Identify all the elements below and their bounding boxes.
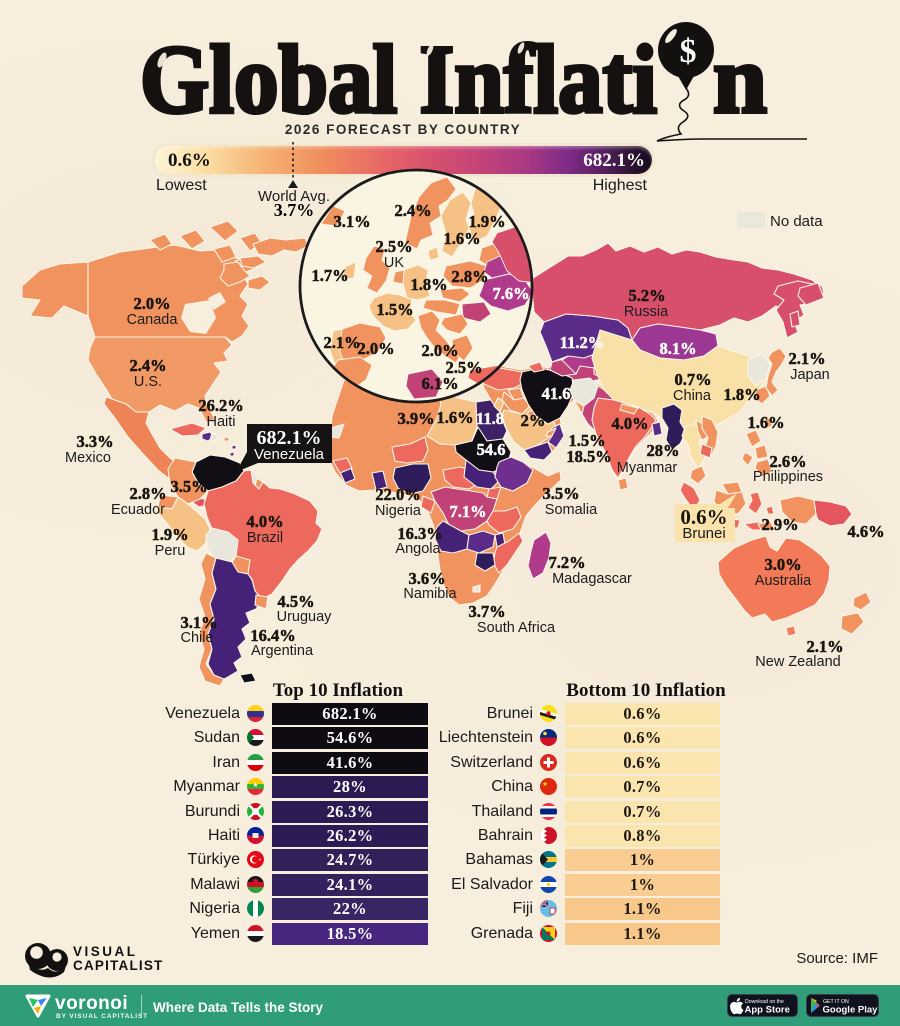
svg-text:2.9%: 2.9%	[761, 515, 798, 534]
svg-text:Google Play: Google Play	[823, 1005, 879, 1016]
svg-text:3.3%: 3.3%	[76, 432, 113, 451]
svg-text:16.4%: 16.4%	[250, 626, 295, 645]
svg-text:No data: No data	[770, 213, 823, 230]
svg-text:UK: UK	[384, 255, 404, 271]
svg-text:2%: 2%	[521, 411, 546, 430]
svg-text:$: $	[680, 33, 697, 70]
svg-text:2.4%: 2.4%	[129, 356, 166, 375]
svg-text:2.6%: 2.6%	[769, 452, 806, 471]
svg-text:1.6%: 1.6%	[443, 229, 480, 248]
svg-text:2.1%: 2.1%	[806, 637, 843, 656]
svg-text:1.6%: 1.6%	[747, 413, 784, 432]
svg-text:Mexico: Mexico	[65, 450, 111, 466]
svg-text:4.0%: 4.0%	[611, 414, 648, 433]
svg-text:2.1%: 2.1%	[323, 333, 360, 352]
svg-text:1.5%: 1.5%	[376, 300, 413, 319]
svg-text:7.1%: 7.1%	[449, 502, 486, 521]
svg-text:New Zealand: New Zealand	[755, 654, 840, 670]
svg-text:682.1%: 682.1%	[257, 427, 322, 449]
svg-text:3.1%: 3.1%	[333, 212, 370, 231]
svg-text:Global Inflati: Global Inflati	[140, 26, 657, 133]
svg-text:Angola: Angola	[395, 541, 441, 557]
svg-text:3.9%: 3.9%	[397, 409, 434, 428]
svg-text:1.5%: 1.5%	[568, 431, 605, 450]
svg-text:Brazil: Brazil	[247, 530, 283, 546]
svg-text:Peru: Peru	[155, 543, 186, 559]
svg-text:4.0%: 4.0%	[246, 512, 283, 531]
svg-text:Australia: Australia	[755, 573, 812, 589]
svg-text:2.5%: 2.5%	[375, 237, 412, 256]
svg-text:16.3%: 16.3%	[397, 524, 442, 543]
svg-text:22.0%: 22.0%	[375, 485, 420, 504]
svg-text:7.2%: 7.2%	[548, 553, 585, 572]
svg-text:Madagascar: Madagascar	[552, 571, 632, 587]
svg-text:41.6: 41.6	[542, 384, 571, 403]
svg-text:2.1%: 2.1%	[788, 349, 825, 368]
svg-text:GET IT ON: GET IT ON	[823, 999, 849, 1005]
svg-text:54.6: 54.6	[477, 440, 506, 459]
svg-text:1.6%: 1.6%	[436, 408, 473, 427]
svg-text:n: n	[713, 26, 767, 133]
svg-text:4.5%: 4.5%	[277, 592, 314, 611]
svg-text:South Africa: South Africa	[477, 620, 556, 636]
svg-text:Russia: Russia	[624, 304, 669, 320]
svg-text:Brunei: Brunei	[682, 525, 725, 542]
svg-text:8.1%: 8.1%	[659, 339, 696, 358]
svg-text:3.5%: 3.5%	[170, 477, 207, 496]
svg-text:1.9%: 1.9%	[468, 212, 505, 231]
svg-text:Chile: Chile	[180, 630, 213, 646]
svg-text:Canada: Canada	[127, 312, 179, 328]
svg-text:App Store: App Store	[745, 1005, 790, 1016]
svg-text:3.1%: 3.1%	[180, 613, 217, 632]
svg-text:3.0%: 3.0%	[764, 555, 801, 574]
svg-text:26.2%: 26.2%	[198, 396, 243, 415]
svg-text:28%: 28%	[647, 441, 680, 460]
svg-text:2.0%: 2.0%	[133, 294, 170, 313]
svg-text:2.8%: 2.8%	[129, 484, 166, 503]
svg-text:Haiti: Haiti	[206, 414, 235, 430]
svg-text:Download on the: Download on the	[745, 999, 784, 1005]
svg-text:0.6%: 0.6%	[680, 505, 727, 529]
svg-text:2.0%: 2.0%	[357, 339, 394, 358]
svg-text:1.8%: 1.8%	[723, 385, 760, 404]
svg-text:China: China	[673, 388, 712, 404]
svg-text:0.7%: 0.7%	[674, 370, 711, 389]
svg-text:2.0%: 2.0%	[421, 341, 458, 360]
svg-text:1.8%: 1.8%	[410, 275, 447, 294]
svg-text:7.6%: 7.6%	[492, 284, 529, 303]
svg-text:Japan: Japan	[790, 367, 830, 383]
svg-text:6.1%: 6.1%	[421, 374, 458, 393]
svg-text:11.2%: 11.2%	[560, 333, 604, 352]
svg-text:Uruguay: Uruguay	[277, 609, 333, 625]
svg-text:3.5%: 3.5%	[542, 484, 579, 503]
svg-text:Venezuela: Venezuela	[254, 446, 325, 463]
svg-text:U.S.: U.S.	[134, 374, 162, 390]
svg-text:1.9%: 1.9%	[151, 525, 188, 544]
svg-text:5.2%: 5.2%	[628, 286, 665, 305]
svg-text:2.4%: 2.4%	[394, 201, 431, 220]
svg-text:Myanmar: Myanmar	[617, 460, 678, 476]
svg-text:2.8%: 2.8%	[451, 267, 488, 286]
svg-text:Ecuador: Ecuador	[111, 502, 165, 518]
svg-text:Somalia: Somalia	[545, 502, 598, 518]
svg-text:1.7%: 1.7%	[311, 266, 348, 285]
svg-text:18.5%: 18.5%	[566, 447, 611, 466]
svg-text:Namibia: Namibia	[403, 586, 457, 602]
svg-text:11.8: 11.8	[476, 409, 504, 428]
svg-text:Argentina: Argentina	[251, 643, 314, 659]
svg-text:4.6%: 4.6%	[847, 522, 884, 541]
svg-text:3.6%: 3.6%	[408, 569, 445, 588]
svg-text:Nigeria: Nigeria	[375, 503, 422, 519]
svg-text:3.7%: 3.7%	[468, 602, 505, 621]
svg-text:Philippines: Philippines	[753, 469, 823, 485]
svg-text:2.5%: 2.5%	[445, 358, 482, 377]
